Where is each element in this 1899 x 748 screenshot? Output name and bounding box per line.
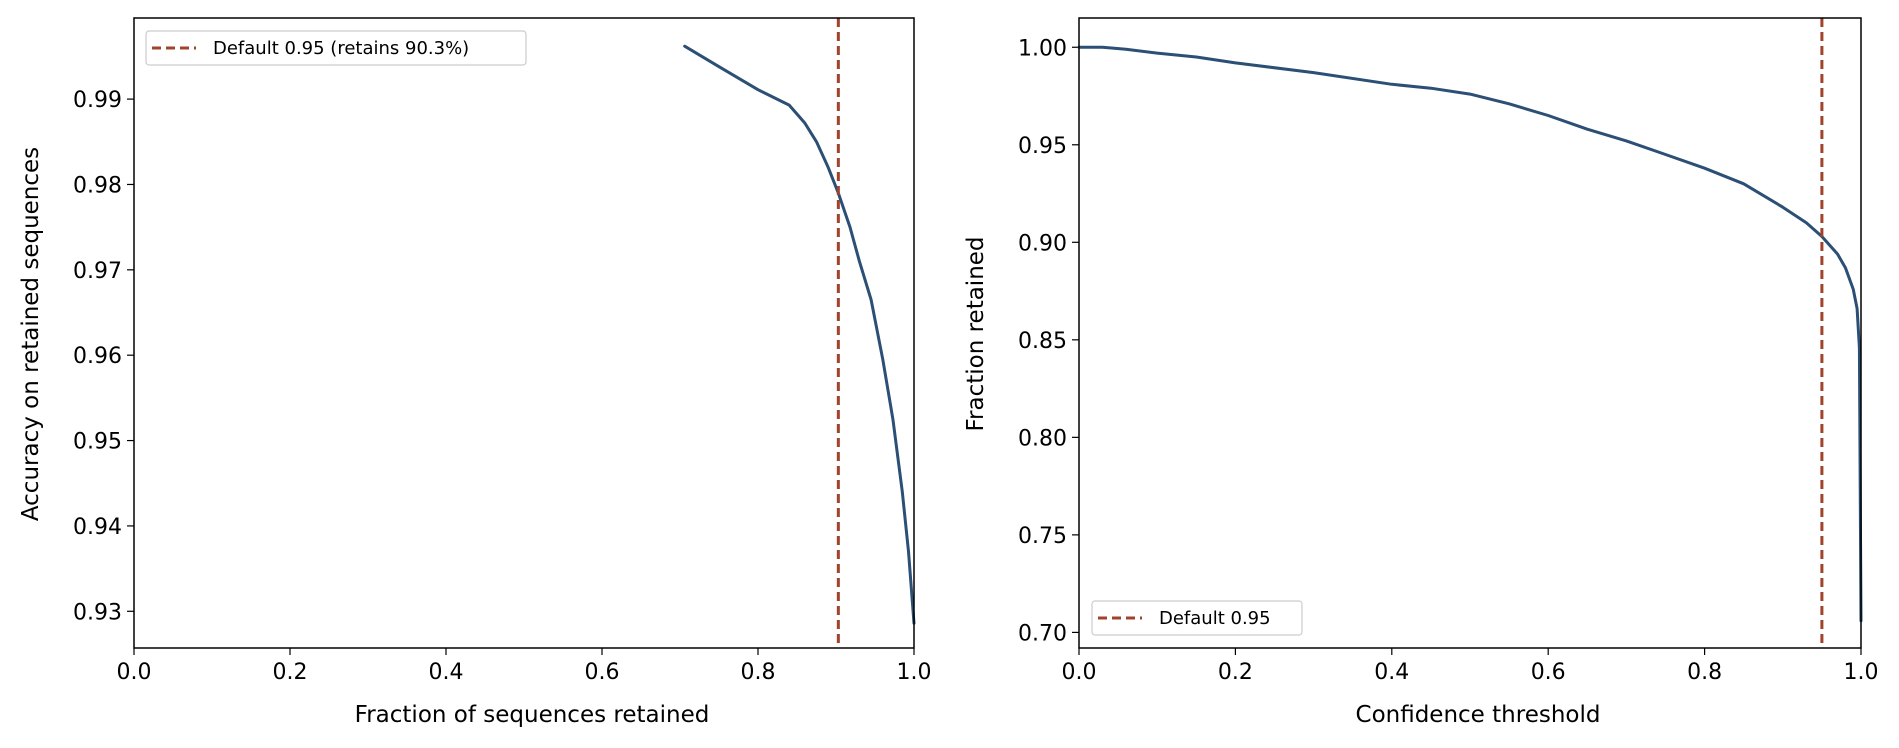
right-x-tick-label: 0.4 (1374, 660, 1409, 685)
left-axis-ticks: 0.0 0.2 0.4 0.6 0.8 1.0 0.93 0.94 0.95 0.96 0.97 0.… (73, 88, 931, 685)
right-x-axis-title: Confidence threshold (1356, 702, 1601, 728)
left-legend-label: Default 0.95 (retains 90.3%) (213, 38, 469, 59)
right-y-tick-label: 0.85 (1018, 329, 1067, 354)
left-chart: Fraction of sequences retained Accuracy … (18, 17, 932, 728)
left-legend: Default 0.95 (retains 90.3%) (145, 30, 527, 66)
left-series-line (683, 44, 916, 625)
left-plot-area (133, 17, 916, 649)
right-y-tick-label: 1.00 (1018, 36, 1067, 61)
right-x-tick-label: 0.6 (1531, 660, 1566, 685)
right-x-tick-label: 0.2 (1218, 660, 1253, 685)
left-y-axis-title: Accuracy on retained sequences (18, 147, 44, 521)
left-axes-frame (133, 17, 915, 649)
left-x-tick-label: 0.4 (429, 660, 464, 685)
left-y-tick-label: 0.94 (73, 515, 122, 540)
right-y-axis-title: Fraction retained (963, 236, 989, 431)
right-x-tick-label: 0.8 (1687, 660, 1722, 685)
left-x-tick-label: 0.2 (273, 660, 308, 685)
left-x-tick-label: 0.8 (741, 660, 776, 685)
right-x-tick-label: 0.0 (1062, 660, 1097, 685)
left-x-axis-title: Fraction of sequences retained (355, 702, 710, 728)
right-axis-ticks: 0.0 0.2 0.4 0.6 0.8 1.0 0.70 0.75 0.80 0.85 0.90 0.… (1018, 36, 1878, 685)
right-y-tick-label: 0.90 (1018, 231, 1067, 256)
right-legend-label: Default 0.95 (1159, 608, 1271, 629)
left-y-tick-label: 0.99 (73, 88, 122, 113)
left-x-tick-label: 1.0 (897, 660, 932, 685)
left-y-tick-label: 0.93 (73, 600, 122, 625)
right-x-tick-label: 1.0 (1844, 660, 1879, 685)
right-legend-box (1091, 600, 1303, 636)
left-y-tick-label: 0.95 (73, 430, 122, 455)
right-chart: Confidence threshold Fraction retained 0… (963, 17, 1879, 728)
right-y-tick-label: 0.70 (1018, 621, 1067, 646)
right-legend: Default 0.95 (1091, 600, 1303, 636)
left-y-tick-label: 0.96 (73, 344, 122, 369)
right-series-line (1077, 45, 1863, 623)
right-y-tick-label: 0.95 (1018, 134, 1067, 159)
left-x-tick-label: 0.0 (117, 660, 152, 685)
right-plot-area (1077, 17, 1863, 649)
right-y-tick-label: 0.75 (1018, 524, 1067, 549)
left-y-tick-label: 0.97 (73, 259, 122, 284)
left-y-tick-label: 0.98 (73, 173, 122, 198)
left-legend-box (145, 30, 527, 66)
right-axes-frame (1078, 17, 1862, 649)
right-y-tick-label: 0.80 (1018, 426, 1067, 451)
left-x-tick-label: 0.6 (585, 660, 620, 685)
